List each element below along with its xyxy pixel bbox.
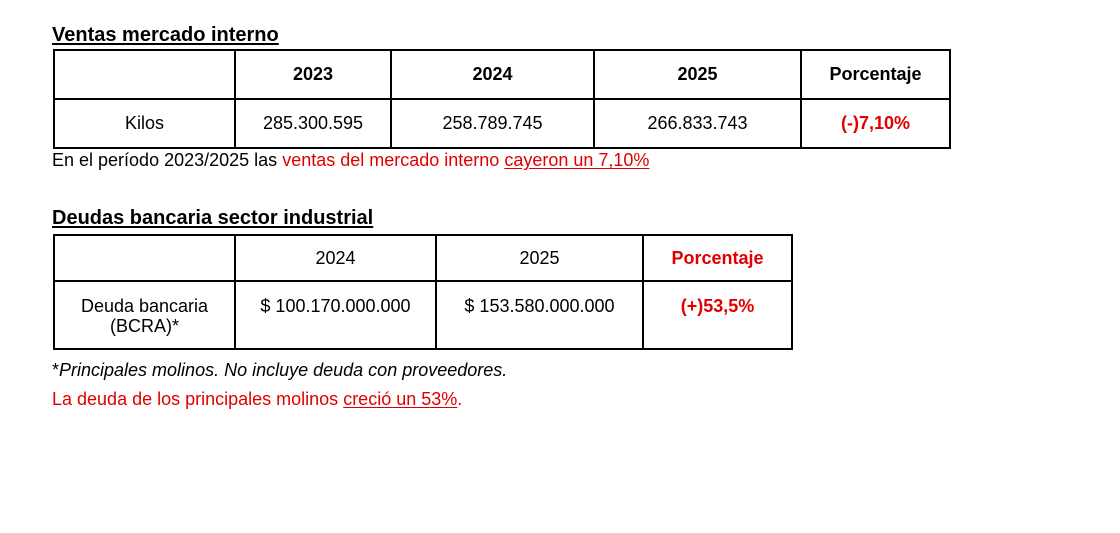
debt-footnote: *Principales molinos. No incluye deuda c… — [52, 361, 507, 379]
debt-note-prefix: La deuda de los principales molinos — [52, 389, 344, 409]
debt-table: 2024 2025 Porcentaje Deuda bancaria (BCR… — [53, 234, 793, 350]
section2-title: Deudas bancaria sector industrial — [52, 207, 374, 229]
debt-value-2024: $ 100.170.000.000 — [234, 280, 437, 350]
sales-header-2024: 2024 — [390, 49, 595, 100]
sales-header-empty — [53, 49, 236, 100]
sales-header-percent: Porcentaje — [800, 49, 951, 100]
sales-header-2025: 2025 — [593, 49, 802, 100]
sales-value-2025: 266.833.743 — [593, 98, 802, 149]
debt-percent: (+)53,5% — [642, 280, 793, 350]
debt-table-row: Deuda bancaria (BCRA)* $ 100.170.000.000… — [53, 280, 793, 350]
section1-title: Ventas mercado interno — [52, 24, 279, 46]
debt-note: La deuda de los principales molinos crec… — [52, 390, 462, 408]
sales-percent: (-)7,10% — [800, 98, 951, 149]
debt-header-percent: Porcentaje — [642, 234, 793, 282]
debt-row-label-line1: Deuda bancaria — [80, 296, 209, 316]
debt-row-label: Deuda bancaria (BCRA)* — [53, 280, 236, 350]
sales-row-label: Kilos — [53, 98, 236, 149]
sales-table-header-row: 2023 2024 2025 Porcentaje — [53, 49, 951, 100]
debt-note-underlined: creció un 53% — [343, 389, 458, 409]
debt-header-empty — [53, 234, 236, 282]
footnote-star: * — [52, 360, 60, 380]
debt-header-2025: 2025 — [435, 234, 644, 282]
sales-value-2023: 285.300.595 — [234, 98, 392, 149]
sales-table-row: Kilos 285.300.595 258.789.745 266.833.74… — [53, 98, 951, 149]
sales-note-prefix: En el período 2023/2025 las — [52, 150, 283, 170]
sales-note-red: ventas del mercado interno — [282, 150, 505, 170]
footnote-text: Principales molinos. No incluye deuda co… — [59, 360, 508, 380]
debt-note-suffix: . — [457, 389, 463, 409]
sales-note: En el período 2023/2025 las ventas del m… — [52, 151, 649, 169]
sales-table: 2023 2024 2025 Porcentaje Kilos 285.300.… — [53, 49, 951, 149]
debt-value-2025: $ 153.580.000.000 — [435, 280, 644, 350]
debt-row-label-line2: (BCRA)* — [109, 316, 179, 336]
debt-header-2024: 2024 — [234, 234, 437, 282]
sales-header-2023: 2023 — [234, 49, 392, 100]
sales-value-2024: 258.789.745 — [390, 98, 595, 149]
sales-note-red-underlined: cayeron un 7,10% — [504, 150, 650, 170]
debt-table-header-row: 2024 2025 Porcentaje — [53, 234, 793, 282]
